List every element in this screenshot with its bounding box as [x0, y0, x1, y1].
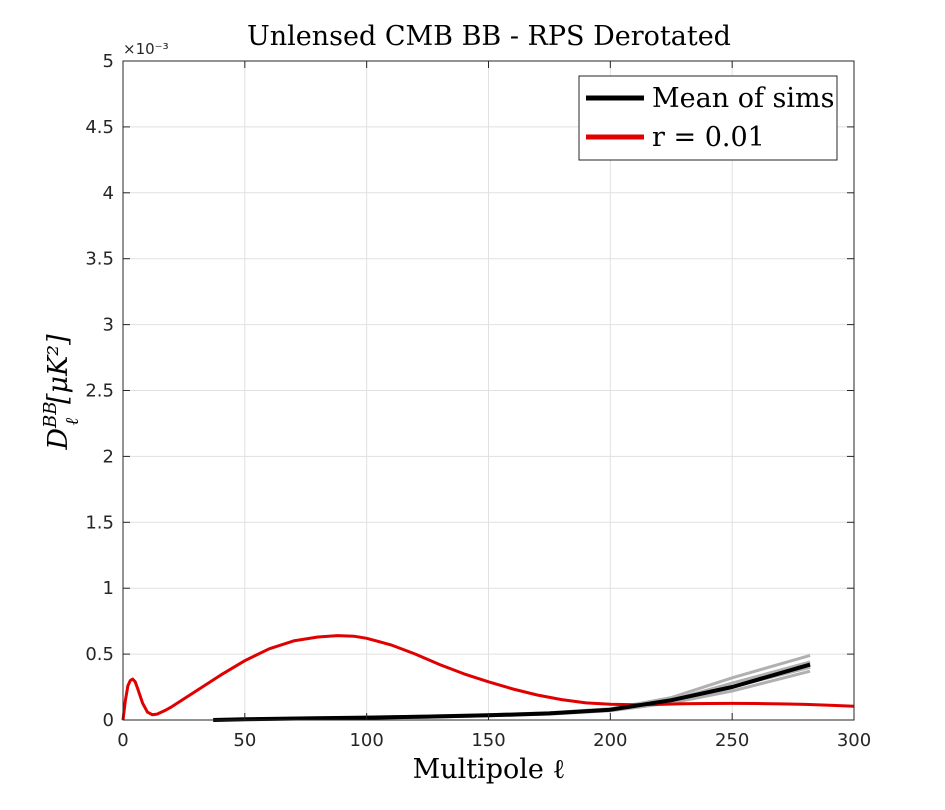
- y-tick-label-2: 2: [103, 446, 114, 467]
- y-tick-label-3: 3: [103, 315, 114, 336]
- y-label-subscript: ℓ: [62, 417, 83, 425]
- y-tick-label-1: 1: [103, 578, 114, 599]
- y-tick-label-1.5: 1.5: [85, 512, 114, 533]
- y-tick-label-0.5: 0.5: [85, 644, 114, 665]
- y-label-main: D: [43, 428, 74, 451]
- x-tick-label-50: 50: [233, 730, 256, 751]
- legend-label-theory: r = 0.01: [652, 122, 765, 153]
- x-tick-label-100: 100: [349, 730, 383, 751]
- y-label-superscript: BB: [40, 401, 61, 428]
- y-tick-label-0: 0: [103, 710, 114, 731]
- y-axis-label: DBBℓ [μK²]: [40, 334, 83, 451]
- plot-area: [121, 634, 855, 722]
- y-label-unit: [μK²]: [43, 334, 74, 404]
- x-tick-label-200: 200: [593, 730, 627, 751]
- grid: [123, 61, 854, 720]
- y-exponent-label: ×10⁻³: [123, 40, 169, 58]
- legend-box: [578, 75, 838, 161]
- y-tick-label-3.5: 3.5: [85, 249, 114, 270]
- x-axis-label: Multipole ℓ: [413, 754, 566, 785]
- x-tick-label-300: 300: [837, 730, 871, 751]
- legend-label-mean: Mean of sims: [652, 83, 834, 114]
- chart-title: Unlensed CMB BB - RPS Derotated: [247, 21, 731, 52]
- legend: Mean of sims r = 0.01: [578, 75, 838, 161]
- series-line-theory-r001: [121, 634, 855, 721]
- x-tick-label-0: 0: [117, 730, 128, 751]
- y-tick-label-2.5: 2.5: [85, 381, 114, 402]
- y-tick-label-5: 5: [103, 51, 114, 72]
- y-tick-label-4: 4: [103, 183, 114, 204]
- y-tick-label-4.5: 4.5: [85, 117, 114, 138]
- x-tick-label-150: 150: [471, 730, 505, 751]
- x-tick-label-250: 250: [715, 730, 749, 751]
- svg-text:DBBℓ[μK²]: DBBℓ [μK²]: [40, 334, 83, 451]
- ticks: 0 50 100 150 200 250 300 0 0.5 1 1.5 2 2.5 3 3.5 4 4.5 5: [85, 51, 871, 751]
